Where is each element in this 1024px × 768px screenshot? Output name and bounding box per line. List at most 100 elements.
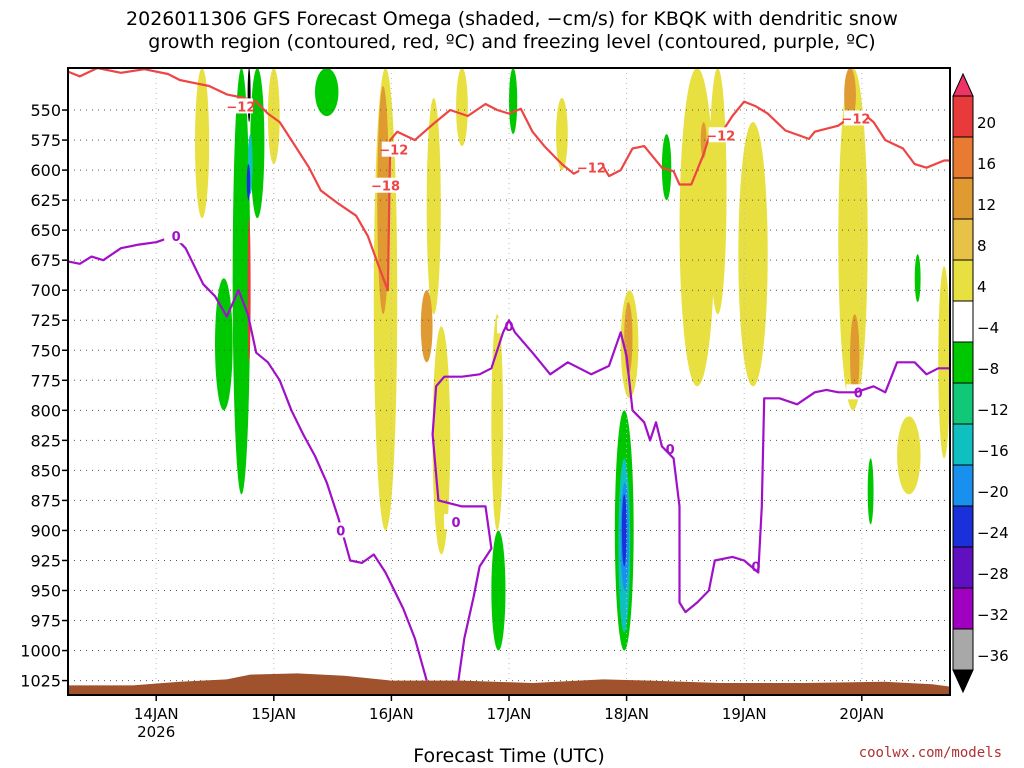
colorbar-label: −32	[977, 606, 1009, 624]
chart-title: 2026011306 GFS Forecast Omega (shaded, −…	[126, 8, 898, 53]
omega-shade-cell	[314, 68, 339, 117]
y-tick-label: 950	[30, 582, 61, 601]
contour-line	[431, 319, 950, 681]
contour-label-bg	[658, 440, 683, 456]
y-tick-label: 775	[30, 371, 61, 390]
colorbar-segment	[952, 218, 974, 261]
y-tick-label: 800	[30, 401, 61, 420]
contour-layer: −12 −12 −18 −12 −12 −12 0 0 0 0 0 0 0	[67, 66, 950, 681]
y-tick-label: 650	[30, 221, 61, 240]
omega-shade-cell	[195, 68, 210, 219]
omega-shade-cell	[215, 278, 233, 411]
colorbar: 20 16 12 8 4 −4 −8 −12 −16 −20 −24 −28 −32 −36	[952, 72, 1009, 694]
colorbar-top-arrow	[952, 72, 974, 97]
x-tick-sublabel: 2026	[137, 723, 175, 741]
colorbar-segment	[952, 505, 974, 548]
colorbar-segment	[952, 546, 974, 589]
colorbar-label: 4	[977, 278, 987, 296]
omega-shade-cell	[491, 314, 504, 531]
y-tick-label: 725	[30, 311, 61, 330]
omega-shading-layer	[195, 67, 950, 651]
omega-shade-cell	[621, 494, 627, 567]
omega-shade-cell	[432, 326, 451, 555]
contour-label-bg	[228, 98, 253, 114]
omega-shade-cell	[456, 68, 468, 147]
colorbar-segment	[952, 628, 974, 671]
colorbar-label: −4	[977, 319, 999, 337]
colorbar-segment	[952, 587, 974, 630]
contour-line	[67, 66, 950, 292]
axes-layer: 550 575 600 625 650 675 700 725 750 775 800 825 850 8…	[20, 101, 884, 767]
x-tick-label: 14JAN	[134, 705, 179, 723]
contour-label-bg	[743, 558, 768, 574]
colorbar-segment	[952, 259, 974, 302]
colorbar-label: −20	[977, 483, 1009, 501]
omega-shade-cell	[509, 68, 518, 135]
x-tick-label: 16JAN	[369, 705, 414, 723]
contour-label: −12	[706, 129, 735, 144]
omega-shade-cell	[844, 68, 856, 123]
y-tick-label: 625	[30, 191, 61, 210]
colorbar-segment	[952, 464, 974, 507]
y-tick-label: 600	[30, 161, 61, 180]
colorbar-label: −28	[977, 565, 1009, 583]
colorbar-label: −24	[977, 524, 1009, 542]
omega-shade-cell	[867, 458, 874, 525]
contour-label-bg	[843, 110, 868, 126]
contour-label: −12	[841, 112, 870, 127]
credit-text[interactable]: coolwx.com/models	[858, 745, 1002, 761]
omega-shade-cell	[897, 416, 921, 495]
contour-label-bg	[328, 522, 353, 538]
y-tick-label: 675	[30, 251, 61, 270]
colorbar-label: 8	[977, 237, 987, 255]
contour-label: 0	[504, 320, 513, 335]
y-tick-label: 750	[30, 341, 61, 360]
y-tick-label: 875	[30, 491, 61, 510]
contour-label: 0	[666, 443, 675, 458]
contour-label: −18	[371, 180, 400, 195]
y-tick-label: 850	[30, 461, 61, 480]
omega-shade-cell	[491, 530, 506, 651]
y-tick-label: 925	[30, 551, 61, 570]
x-tick-label: 15JAN	[251, 705, 296, 723]
colorbar-segment	[952, 300, 974, 343]
omega-shade-cell	[426, 98, 441, 315]
x-axis-label: Forecast Time (UTC)	[413, 745, 604, 767]
terrain-area	[68, 673, 950, 695]
contour-label-bg	[497, 318, 521, 334]
colorbar-segment	[952, 136, 974, 179]
contour-label: 0	[854, 386, 863, 401]
y-tick-label: 1000	[20, 642, 61, 661]
omega-shade-cell	[850, 314, 860, 399]
omega-shade-cell	[232, 67, 251, 495]
colorbar-segment	[952, 341, 974, 384]
omega-shade-cell	[738, 122, 768, 387]
colorbar-label: −36	[977, 647, 1009, 665]
colorbar-label: 20	[977, 114, 996, 132]
colorbar-label: −8	[977, 360, 999, 378]
contour-label: −12	[379, 144, 408, 159]
omega-shade-cell	[838, 68, 868, 411]
colorbar-segment	[952, 177, 974, 220]
x-tick-label: 18JAN	[604, 705, 649, 723]
x-tick-label: 19JAN	[722, 705, 767, 723]
x-tick-label: 20JAN	[839, 705, 884, 723]
terrain-layer	[68, 673, 950, 695]
contour-label: 0	[336, 524, 345, 539]
colorbar-label: 16	[977, 155, 996, 173]
y-tick-label: 700	[30, 281, 61, 300]
omega-shade-cell	[938, 266, 950, 459]
colorbar-bottom-arrow	[952, 669, 974, 694]
x-tick-label: 17JAN	[487, 705, 532, 723]
omega-shade-cell	[250, 68, 265, 219]
omega-shade-cell	[708, 68, 727, 315]
contour-label-bg	[164, 228, 189, 244]
y-tick-label: 900	[30, 521, 61, 540]
contour-label-bg	[708, 127, 733, 143]
colorbar-segment	[952, 382, 974, 425]
colorbar-label: −12	[977, 401, 1009, 419]
omega-shade-cell	[246, 164, 251, 201]
contour-line	[67, 235, 428, 681]
y-tick-label: 575	[30, 131, 61, 150]
